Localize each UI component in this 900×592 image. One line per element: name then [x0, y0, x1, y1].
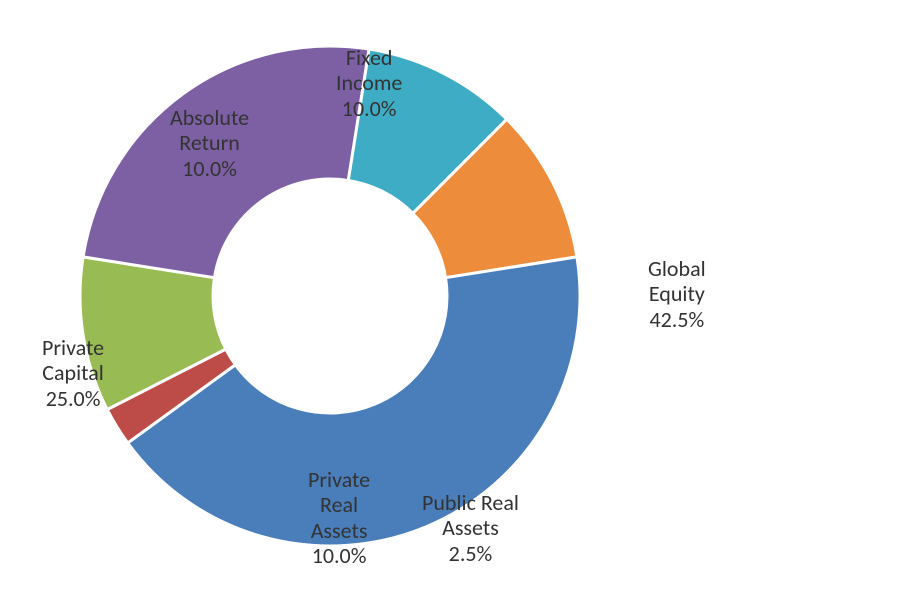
donut-slice: [83, 46, 369, 278]
donut-svg: [0, 0, 900, 592]
donut-chart: Fixed Income 10.0%Global Equity 42.5%Pub…: [0, 0, 900, 592]
